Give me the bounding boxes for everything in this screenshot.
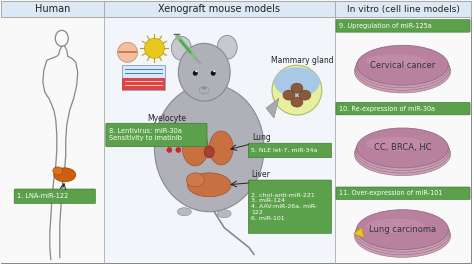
Bar xyxy=(1,2,104,17)
Ellipse shape xyxy=(202,87,206,90)
Ellipse shape xyxy=(54,168,76,182)
Text: Lung: Lung xyxy=(252,134,271,143)
FancyBboxPatch shape xyxy=(336,187,470,200)
Ellipse shape xyxy=(356,47,449,88)
Bar xyxy=(335,17,471,262)
Text: CC, BRCA, HC: CC, BRCA, HC xyxy=(374,143,431,152)
Ellipse shape xyxy=(213,70,215,72)
Polygon shape xyxy=(354,228,364,238)
Ellipse shape xyxy=(357,45,448,85)
Ellipse shape xyxy=(356,211,449,252)
Text: Human: Human xyxy=(35,4,70,15)
Polygon shape xyxy=(266,98,279,118)
Bar xyxy=(121,78,165,90)
Ellipse shape xyxy=(357,128,448,168)
Ellipse shape xyxy=(145,38,164,58)
Bar xyxy=(104,17,335,262)
Ellipse shape xyxy=(291,83,303,93)
Ellipse shape xyxy=(209,131,233,165)
Ellipse shape xyxy=(176,147,181,152)
Text: Liver: Liver xyxy=(251,170,270,179)
Ellipse shape xyxy=(187,173,231,197)
Bar xyxy=(104,2,335,17)
Ellipse shape xyxy=(366,137,426,151)
FancyBboxPatch shape xyxy=(106,123,207,147)
FancyBboxPatch shape xyxy=(336,20,470,32)
FancyBboxPatch shape xyxy=(121,65,165,90)
Bar xyxy=(1,17,104,262)
Text: 2. chol-anti-miR-221
3. miR-124
4. AAV:miR-26a, miR-
122
6. miR-101: 2. chol-anti-miR-221 3. miR-124 4. AAV:m… xyxy=(251,193,317,221)
Text: Myelocyte: Myelocyte xyxy=(147,114,186,122)
Text: Xenograft mouse models: Xenograft mouse models xyxy=(158,4,280,15)
Ellipse shape xyxy=(283,90,295,100)
Ellipse shape xyxy=(211,71,216,76)
Ellipse shape xyxy=(357,210,448,249)
Ellipse shape xyxy=(355,50,451,93)
Ellipse shape xyxy=(204,146,214,158)
FancyBboxPatch shape xyxy=(336,102,470,115)
Text: In vitro (cell line models): In vitro (cell line models) xyxy=(346,5,459,14)
Ellipse shape xyxy=(291,97,303,107)
Ellipse shape xyxy=(366,219,426,233)
FancyBboxPatch shape xyxy=(248,180,332,233)
Ellipse shape xyxy=(172,36,191,60)
Ellipse shape xyxy=(355,131,450,173)
Text: 5. NLE let-7, miR-34a: 5. NLE let-7, miR-34a xyxy=(251,148,318,153)
Ellipse shape xyxy=(274,67,320,97)
Text: Mammary gland: Mammary gland xyxy=(271,56,333,65)
Text: 10. Re-expression of miR-30a: 10. Re-expression of miR-30a xyxy=(339,106,435,112)
Ellipse shape xyxy=(199,87,209,94)
Ellipse shape xyxy=(178,43,230,101)
Ellipse shape xyxy=(356,129,449,171)
Ellipse shape xyxy=(193,71,198,76)
Text: Lung carcinoma: Lung carcinoma xyxy=(369,225,436,234)
Ellipse shape xyxy=(355,132,451,176)
Ellipse shape xyxy=(217,35,237,59)
Ellipse shape xyxy=(177,208,191,216)
Text: Cervical cancer: Cervical cancer xyxy=(370,61,435,70)
Text: 11. Over-expression of miR-101: 11. Over-expression of miR-101 xyxy=(339,190,442,196)
Ellipse shape xyxy=(355,214,451,257)
Ellipse shape xyxy=(155,84,264,212)
Ellipse shape xyxy=(167,147,172,152)
Text: 9. Upregulation of miR-125a: 9. Upregulation of miR-125a xyxy=(339,23,431,29)
Ellipse shape xyxy=(217,210,231,218)
Ellipse shape xyxy=(118,42,137,62)
Text: 1. LNA-miR-122: 1. LNA-miR-122 xyxy=(17,193,68,199)
Ellipse shape xyxy=(355,213,450,255)
Text: 8. Lentivirus: miR-30a
Sensitivity to imatinib: 8. Lentivirus: miR-30a Sensitivity to im… xyxy=(109,129,182,142)
Ellipse shape xyxy=(355,48,450,90)
Ellipse shape xyxy=(53,167,63,175)
FancyBboxPatch shape xyxy=(248,143,332,158)
FancyBboxPatch shape xyxy=(14,189,95,204)
Ellipse shape xyxy=(186,173,204,187)
Ellipse shape xyxy=(272,65,322,115)
Ellipse shape xyxy=(195,70,197,72)
Ellipse shape xyxy=(182,130,208,166)
Bar xyxy=(335,2,471,17)
Ellipse shape xyxy=(366,54,426,68)
Ellipse shape xyxy=(299,90,311,100)
